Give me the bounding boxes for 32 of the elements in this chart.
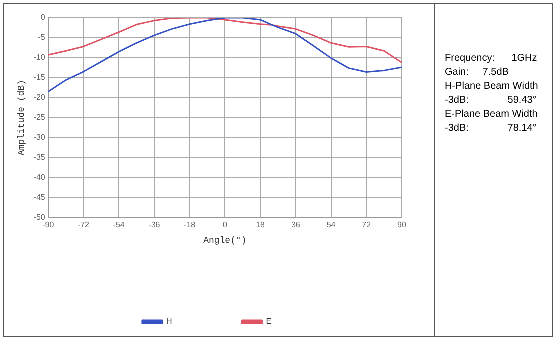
text: Gain: 7.5dB [445,66,510,80]
y-tick-label: -40 [34,172,46,182]
text: H-Plane Beam Width [445,80,538,94]
x-tick-label: -36 [148,220,161,230]
x-tick-label: -90 [42,220,55,230]
text: E-Plane Beam Width [445,108,538,122]
y-axis-title: Amplitude (dB) [16,80,27,156]
x-tick-label: 0 [222,220,228,230]
legend-label: E [266,317,272,326]
x-tick-label: -72 [78,220,90,230]
text: Frequency: 1GHz [445,52,538,66]
x-tick-label: 36 [291,220,301,230]
y-tick-label: -15 [34,73,46,82]
text: -3dB: 78.14° [445,122,538,136]
y-tick-label: -10 [34,53,46,62]
y-tick-label: -20 [34,93,46,102]
x-axis-title: Angle(°) [204,236,247,246]
x-tick-label: -54 [113,220,126,230]
x-tick-label: 54 [326,220,336,230]
y-tick-label: -45 [34,192,46,202]
x-tick-label: -18 [184,220,196,230]
x-tick-label: 72 [362,220,372,230]
y-tick-label: -30 [34,132,46,142]
legend-label: H [166,317,172,326]
text: -3dB: 59.43° [445,94,538,108]
x-tick-label: 90 [398,220,407,230]
x-tick-label: 18 [256,220,266,230]
y-tick-label: -50 [34,212,46,222]
y-tick-label: -5 [38,33,46,42]
y-tick-label: -25 [34,113,46,122]
y-tick-label: 0 [40,13,46,22]
y-tick-label: -35 [34,152,46,162]
